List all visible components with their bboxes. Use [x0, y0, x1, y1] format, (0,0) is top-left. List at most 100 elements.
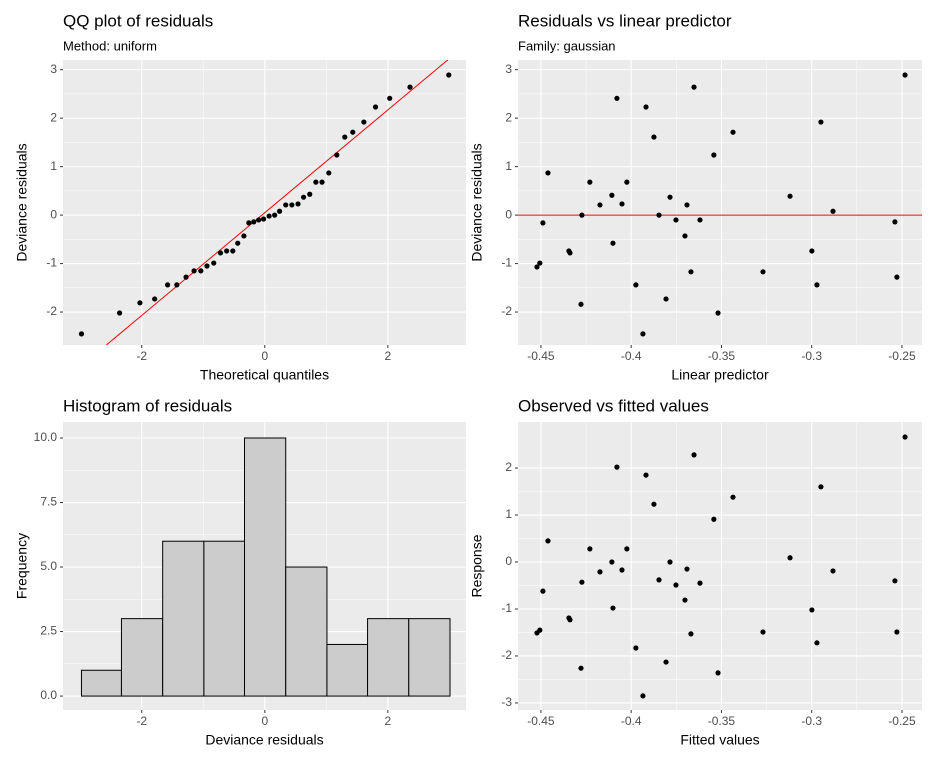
- x-tick-label: -0.45: [527, 714, 555, 728]
- y-tick-label: 5.0: [40, 559, 57, 573]
- point: [579, 579, 585, 585]
- panel-background: [518, 422, 922, 710]
- x-tick-label: -0.35: [708, 349, 736, 363]
- point: [191, 268, 197, 274]
- point: [260, 216, 267, 222]
- y-tick-label: 1: [50, 159, 57, 173]
- x-axis-label: Theoretical quantiles: [200, 367, 329, 383]
- point: [578, 301, 584, 307]
- y-tick-label: 0: [50, 207, 57, 221]
- chart-title: Residuals vs linear predictor: [518, 11, 732, 30]
- point: [614, 464, 620, 470]
- point: [152, 296, 158, 302]
- point: [651, 134, 657, 140]
- bar: [244, 437, 287, 697]
- point: [614, 95, 620, 101]
- bar: [162, 540, 205, 697]
- point: [697, 217, 703, 223]
- point: [730, 494, 736, 500]
- point: [673, 582, 679, 588]
- point: [667, 194, 673, 200]
- point: [230, 248, 236, 254]
- point: [567, 250, 573, 256]
- y-tick-label: -2: [501, 304, 512, 318]
- point: [640, 331, 646, 337]
- point: [830, 208, 836, 214]
- point: [894, 274, 900, 280]
- chart-title: QQ plot of residuals: [63, 11, 213, 30]
- point: [387, 95, 393, 101]
- y-tick-label: 7.5: [40, 495, 57, 509]
- x-tick-label: -2: [136, 349, 147, 363]
- point: [619, 567, 625, 573]
- bar: [367, 618, 410, 697]
- plot-area: [78, 60, 452, 345]
- point: [272, 212, 278, 218]
- chart-title: Histogram of residuals: [63, 396, 232, 415]
- point: [787, 193, 793, 199]
- point: [830, 568, 836, 574]
- point: [697, 580, 703, 586]
- point: [656, 577, 662, 583]
- x-tick-label: -0.3: [801, 349, 822, 363]
- point: [902, 72, 908, 78]
- point: [787, 555, 793, 561]
- y-tick-label: 2: [505, 460, 512, 474]
- point: [682, 233, 688, 239]
- y-tick-label: 0: [505, 207, 512, 221]
- y-tick-label: 3: [50, 62, 57, 76]
- bar: [285, 566, 328, 697]
- point: [266, 213, 272, 219]
- y-tick-label: 10.0: [34, 430, 58, 444]
- y-tick-label: 1: [505, 159, 512, 173]
- point: [667, 559, 673, 565]
- point: [715, 670, 721, 676]
- bar: [80, 669, 122, 697]
- panel-background: [518, 60, 922, 345]
- point: [619, 201, 625, 207]
- plot-area: [534, 434, 908, 699]
- y-axis-label: Deviance residuals: [469, 143, 485, 261]
- plot-area: [518, 72, 922, 337]
- point: [164, 282, 171, 288]
- point: [688, 269, 694, 275]
- point: [307, 191, 313, 197]
- point: [902, 434, 908, 440]
- point: [540, 220, 546, 226]
- point: [818, 119, 824, 125]
- point: [326, 170, 332, 176]
- point: [407, 84, 413, 90]
- x-tick-label: -2: [136, 714, 147, 728]
- point: [545, 170, 551, 176]
- point: [624, 546, 630, 552]
- point: [609, 192, 615, 198]
- point: [610, 605, 616, 611]
- point: [372, 104, 379, 110]
- y-tick-label: -3: [501, 695, 512, 709]
- point: [537, 627, 543, 633]
- point: [578, 665, 584, 671]
- point: [610, 240, 616, 246]
- point: [540, 588, 546, 594]
- reference-line: [105, 60, 449, 345]
- x-tick-label: -0.25: [888, 714, 916, 728]
- point: [319, 179, 325, 185]
- point: [684, 566, 690, 572]
- point: [814, 640, 820, 646]
- bar: [326, 643, 369, 697]
- point: [597, 202, 603, 208]
- plot-area: [80, 437, 451, 697]
- point: [656, 212, 662, 218]
- point: [198, 268, 204, 274]
- point: [673, 217, 679, 223]
- x-axis-label: Fitted values: [680, 732, 759, 748]
- point: [251, 219, 257, 225]
- point: [342, 134, 348, 140]
- point: [289, 202, 295, 208]
- y-tick-label: 1: [505, 507, 512, 521]
- point: [691, 452, 697, 458]
- point: [640, 693, 646, 699]
- y-axis-label: Response: [469, 534, 485, 597]
- point: [587, 546, 593, 552]
